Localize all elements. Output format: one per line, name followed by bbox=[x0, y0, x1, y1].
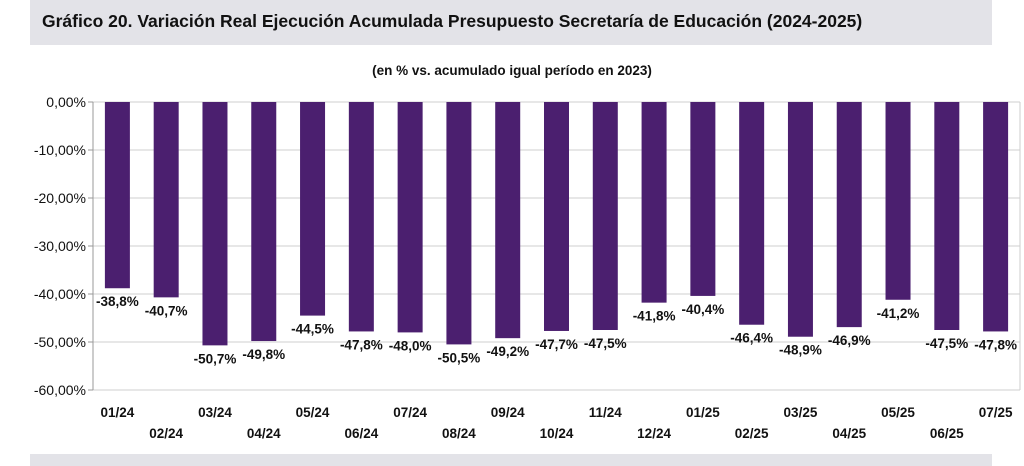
bar bbox=[739, 102, 765, 325]
x-tick-label: 02/24 bbox=[149, 426, 183, 441]
chart-title: Gráfico 20. Variación Real Ejecución Acu… bbox=[42, 11, 863, 31]
x-tick-label: 03/24 bbox=[198, 405, 232, 420]
data-label: -49,2% bbox=[486, 344, 529, 359]
data-label: -46,4% bbox=[730, 331, 773, 346]
bar bbox=[544, 102, 569, 331]
x-tick-label: 03/25 bbox=[784, 405, 818, 420]
x-tick-label: 12/24 bbox=[637, 426, 671, 441]
data-label: -47,7% bbox=[535, 337, 578, 352]
data-label: -47,8% bbox=[974, 337, 1017, 352]
data-label: -50,5% bbox=[438, 350, 481, 365]
y-tick-label: 0,00% bbox=[46, 94, 86, 110]
x-tick-label: 05/25 bbox=[881, 405, 915, 420]
title-band bbox=[30, 0, 992, 45]
data-label: -38,8% bbox=[96, 294, 139, 309]
data-label: -47,5% bbox=[584, 336, 627, 351]
data-label: -48,9% bbox=[779, 343, 822, 358]
bar bbox=[641, 102, 667, 303]
x-tick-label: 09/24 bbox=[491, 405, 525, 420]
bar bbox=[934, 102, 960, 330]
bar bbox=[787, 102, 813, 337]
bar bbox=[251, 102, 277, 342]
bar bbox=[690, 102, 716, 296]
data-label: -49,8% bbox=[242, 347, 285, 362]
bar bbox=[153, 102, 179, 298]
bar bbox=[300, 102, 326, 316]
data-label: -47,5% bbox=[925, 336, 968, 351]
x-tick-label: 06/25 bbox=[930, 426, 964, 441]
x-tick-label: 08/24 bbox=[442, 426, 476, 441]
x-tick-label: 07/24 bbox=[393, 405, 427, 420]
data-label: -47,8% bbox=[340, 337, 383, 352]
data-label: -41,2% bbox=[877, 306, 920, 321]
bar bbox=[348, 102, 374, 332]
bar bbox=[446, 102, 472, 345]
bottom-band bbox=[30, 454, 992, 466]
x-tick-label: 05/24 bbox=[296, 405, 330, 420]
data-label: -44,5% bbox=[291, 322, 334, 337]
y-tick-label: -40,00% bbox=[34, 286, 86, 302]
data-label: -41,8% bbox=[633, 309, 676, 324]
x-tick-label: 10/24 bbox=[540, 426, 574, 441]
bar bbox=[104, 102, 130, 289]
bar bbox=[202, 102, 228, 346]
x-tick-label: 04/24 bbox=[247, 426, 281, 441]
y-tick-label: -50,00% bbox=[34, 334, 86, 350]
data-label: -40,4% bbox=[681, 302, 724, 317]
bar bbox=[885, 102, 911, 300]
bar bbox=[836, 102, 862, 328]
x-tick-label: 01/24 bbox=[100, 405, 134, 420]
bar bbox=[495, 102, 521, 339]
y-tick-label: -30,00% bbox=[34, 238, 86, 254]
x-tick-label: 02/25 bbox=[735, 426, 769, 441]
data-label: -40,7% bbox=[145, 303, 188, 318]
y-tick-label: -10,00% bbox=[34, 142, 86, 158]
chart-subtitle: (en % vs. acumulado igual período en 202… bbox=[372, 63, 652, 78]
bar bbox=[592, 102, 618, 330]
data-label: -46,9% bbox=[828, 333, 871, 348]
x-tick-label: 04/25 bbox=[832, 426, 866, 441]
bar bbox=[397, 102, 423, 333]
data-label: -50,7% bbox=[194, 351, 237, 366]
y-tick-label: -60,00% bbox=[34, 382, 86, 398]
x-tick-label: 07/25 bbox=[979, 405, 1013, 420]
bar bbox=[983, 102, 1009, 332]
x-tick-label: 11/24 bbox=[589, 405, 623, 420]
data-label: -48,0% bbox=[389, 338, 432, 353]
x-tick-label: 06/24 bbox=[344, 426, 378, 441]
x-tick-label: 01/25 bbox=[686, 405, 720, 420]
y-tick-label: -20,00% bbox=[34, 190, 86, 206]
